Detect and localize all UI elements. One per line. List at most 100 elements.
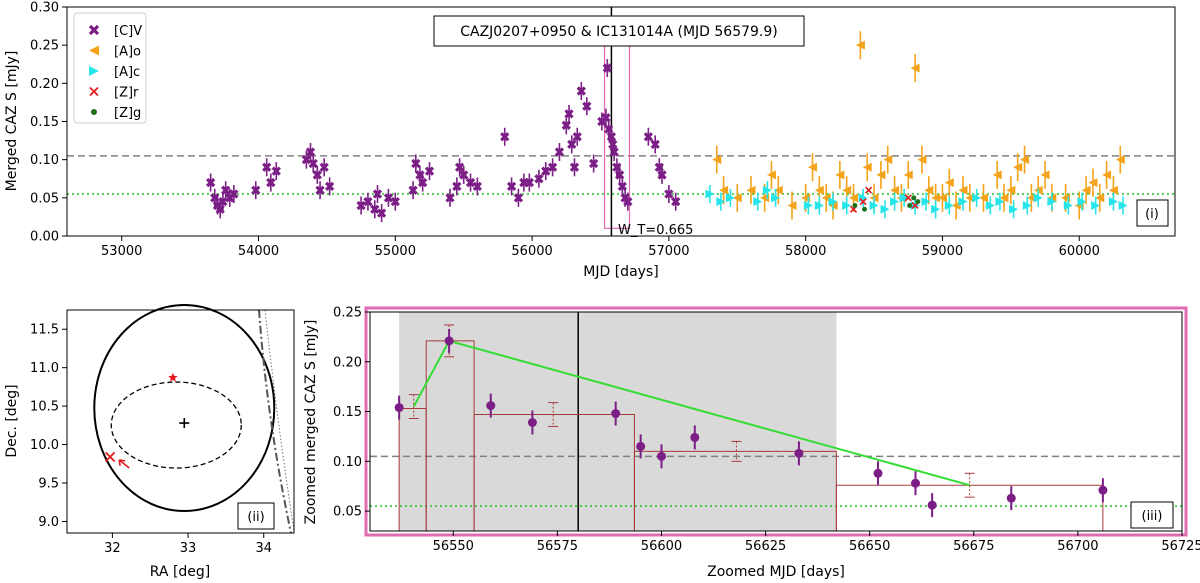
point-CV — [266, 177, 276, 188]
point-Ac — [1091, 200, 1101, 210]
point-CV — [572, 132, 582, 142]
grey-time-window — [399, 312, 837, 531]
point-CV — [301, 155, 312, 165]
panel-sky-y-ticks: 9.0 9.5 10.0 10.5 11.0 11.5 — [30, 323, 67, 530]
x-tick-label: 56000 — [511, 244, 552, 259]
panel-zoom-y-ticks: 0.05 0.10 0.15 0.20 0.25 — [333, 306, 370, 520]
y-tick-label: 0.15 — [333, 405, 362, 420]
point-CV — [383, 193, 394, 203]
point-CV — [312, 170, 322, 180]
y-tick-label: 10.5 — [30, 400, 59, 415]
panel-main-x-ticks: 53000 54000 55000 56000 57000 58000 59000 60000 — [101, 236, 1100, 259]
y-tick-label: 9.5 — [38, 477, 59, 492]
point-CV — [390, 197, 400, 207]
x-tick-label: 56550 — [433, 539, 474, 554]
point-Ao — [965, 193, 975, 203]
legend-label: [A]c — [114, 65, 140, 80]
point-CV — [643, 132, 653, 142]
panel-sky-map: 32 33 34 9.0 9.5 10.0 10.5 11.0 11.5 RA [deg] D… — [4, 304, 295, 580]
point-CV — [564, 109, 574, 119]
legend-marker-CV — [88, 24, 100, 36]
point-CV — [472, 181, 483, 192]
point-Ac — [1063, 200, 1073, 210]
panel-label-box-iii — [1130, 501, 1174, 529]
point-Ao — [712, 155, 722, 165]
point-CV — [418, 177, 428, 188]
y-tick-label: 9.0 — [38, 515, 59, 530]
point-Ac — [842, 200, 852, 210]
point-CV — [205, 177, 216, 188]
point-CV — [315, 185, 325, 195]
x-tick-label: 55000 — [375, 244, 416, 259]
legend-frame — [73, 12, 147, 124]
point-Ac — [753, 197, 763, 207]
point-CV — [671, 197, 681, 207]
point-CV — [459, 170, 469, 180]
point-Ac — [890, 197, 900, 207]
panel-main-y-ticks: 0.00 0.05 0.10 0.15 0.20 0.25 0.30 — [30, 1, 67, 245]
point-CV — [424, 166, 435, 176]
point-Ac — [1077, 197, 1087, 207]
point-Ao — [1108, 185, 1118, 195]
point-CV — [370, 204, 380, 214]
point-Ac — [869, 200, 879, 210]
panel-sky-frame — [66, 309, 295, 534]
x-tick-label: 33 — [180, 541, 197, 556]
point-Ao — [1102, 170, 1112, 180]
x-tick-label: 57000 — [648, 244, 689, 259]
point-CV — [372, 189, 383, 199]
x-tick-label: 54000 — [238, 244, 279, 259]
point-CV — [567, 139, 577, 150]
point-CV — [356, 200, 366, 211]
legend-label: [Z]g — [114, 106, 141, 121]
legend-marker-Zr — [89, 86, 99, 97]
counterpart-x-marker — [104, 451, 116, 463]
x-tick-label: 56625 — [745, 539, 786, 554]
point-Ac — [972, 193, 982, 203]
point-Zg — [861, 206, 867, 212]
panel-main-xlabel: MJD [days] — [583, 264, 658, 280]
data-point — [636, 441, 646, 451]
panel-zoom-pink-border — [364, 306, 1188, 537]
point-CV — [308, 158, 318, 169]
point-CV — [271, 166, 281, 176]
point-Ao — [849, 193, 859, 203]
point-CV — [452, 181, 462, 192]
point-Ao — [1006, 185, 1016, 195]
panel-zoom-frame — [369, 311, 1183, 532]
point-Ao — [814, 185, 824, 195]
panel-zoom-ylabel: Zoomed merged CAZ S [mJy] — [303, 320, 319, 525]
point-Ac — [705, 189, 715, 199]
point-Ao — [958, 185, 968, 195]
point-CV — [524, 177, 534, 188]
point-CV — [376, 208, 387, 218]
bayesian-block — [835, 484, 1104, 531]
legend-label: [C]V — [114, 24, 142, 39]
point-CV — [657, 170, 667, 180]
data-point — [927, 500, 937, 510]
point-CV — [500, 132, 510, 142]
point-Ac — [803, 200, 813, 210]
y-tick-label: 0.20 — [333, 355, 362, 370]
point-Zr — [865, 186, 873, 194]
data-point — [1098, 485, 1108, 495]
uncertainty-region-90 — [93, 304, 276, 513]
point-CV — [609, 147, 619, 157]
point-Ac — [1022, 200, 1032, 210]
x-tick-label: 60000 — [1059, 244, 1100, 259]
boundary-curve-dotted — [264, 309, 295, 532]
point-Zg — [915, 199, 921, 205]
point-Ao — [862, 162, 872, 172]
point-Ao — [924, 185, 934, 195]
point-Ao — [1088, 178, 1098, 188]
panel-sky-ylabel: Dec. [deg] — [4, 384, 20, 457]
point-CV — [305, 147, 316, 157]
legend-items: [C]V [A]o [A]c [Z]r [Z]g — [88, 24, 142, 121]
point-CV — [623, 197, 633, 207]
x-tick-label: 56725 — [1161, 539, 1200, 554]
point-Ao — [944, 178, 954, 188]
panel-sky-plot-area — [93, 304, 295, 534]
point-Ao — [992, 170, 1002, 180]
point-Ao — [787, 200, 797, 210]
point-Zr — [904, 194, 912, 202]
